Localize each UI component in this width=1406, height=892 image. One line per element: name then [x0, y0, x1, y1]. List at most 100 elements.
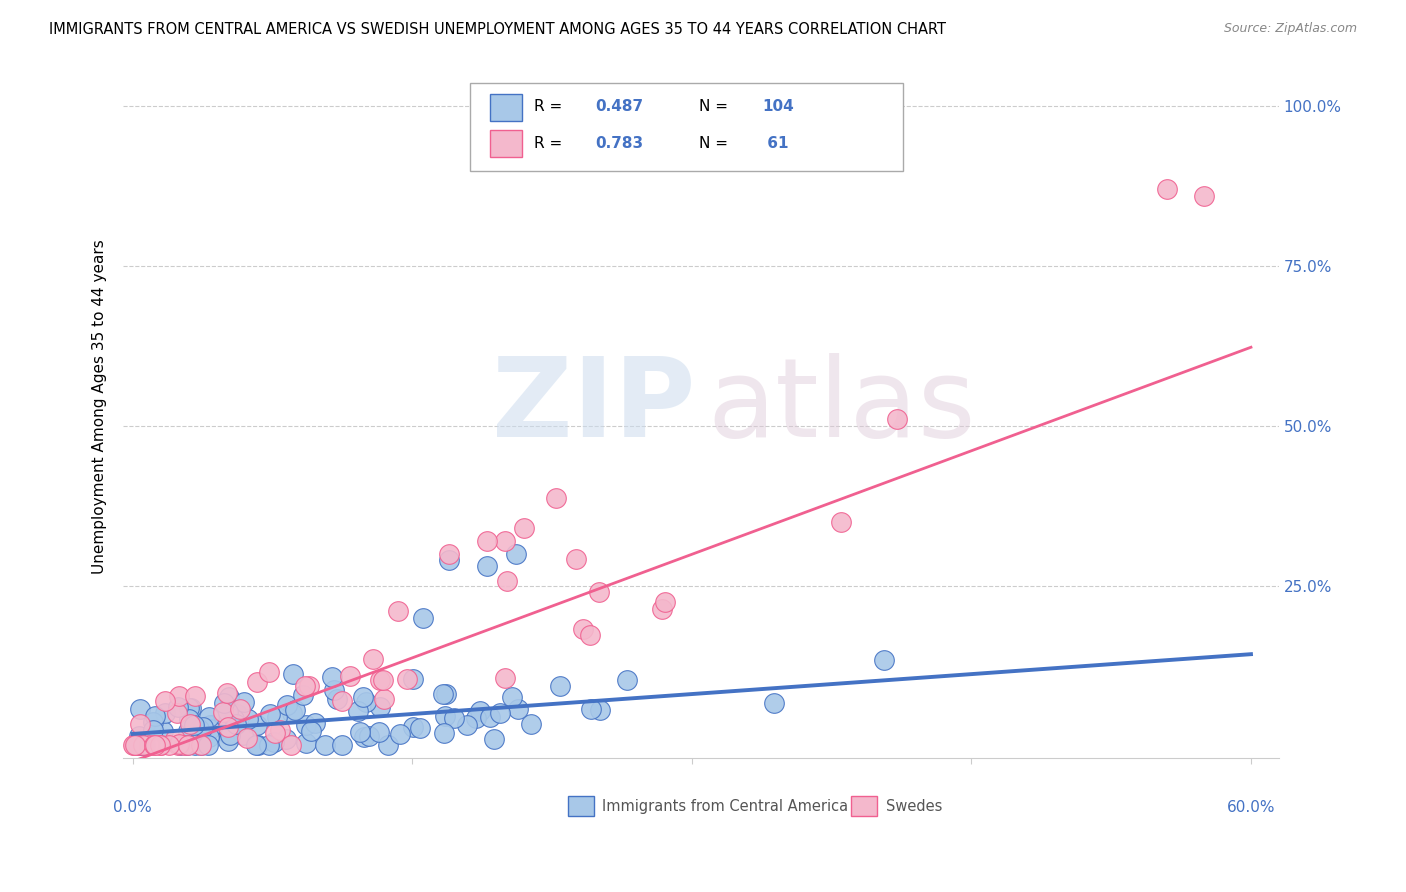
Point	[368, 700, 391, 714]
FancyBboxPatch shape	[852, 797, 877, 816]
Point	[246, 718, 269, 732]
Point	[564, 551, 586, 566]
Point	[142, 723, 165, 737]
Point	[142, 714, 165, 729]
Point	[352, 690, 374, 705]
Point	[1194, 188, 1216, 202]
Text: ZIP: ZIP	[492, 353, 696, 460]
Point	[167, 739, 190, 753]
Point	[128, 702, 150, 716]
Point	[494, 533, 516, 548]
Point	[434, 687, 457, 701]
Point	[131, 739, 153, 753]
Point	[212, 707, 235, 722]
Point	[456, 718, 478, 732]
Text: atlas: atlas	[707, 353, 976, 460]
Point	[217, 686, 239, 700]
Point	[180, 701, 202, 715]
Point	[371, 673, 394, 687]
Point	[124, 739, 146, 753]
Point	[218, 690, 240, 705]
Point	[150, 739, 173, 753]
Point	[616, 673, 638, 688]
Point	[339, 669, 361, 683]
Point	[179, 716, 201, 731]
Text: Source: ZipAtlas.com: Source: ZipAtlas.com	[1223, 22, 1357, 36]
Point	[128, 739, 150, 753]
Text: R =: R =	[533, 99, 567, 114]
Point	[236, 731, 259, 745]
Point	[886, 412, 908, 426]
Y-axis label: Unemployment Among Ages 35 to 44 years: Unemployment Among Ages 35 to 44 years	[93, 239, 107, 574]
Point	[484, 732, 506, 747]
Point	[579, 702, 602, 716]
Point	[121, 739, 143, 753]
Point	[330, 694, 353, 708]
Point	[215, 722, 238, 736]
Point	[232, 729, 254, 743]
Point	[370, 673, 392, 688]
Point	[153, 706, 176, 720]
Point	[443, 711, 465, 725]
Point	[266, 709, 288, 723]
Point	[1156, 182, 1178, 196]
Point	[134, 739, 156, 753]
Point	[190, 738, 212, 752]
Point	[217, 705, 239, 719]
Point	[437, 553, 460, 567]
Point	[190, 739, 212, 753]
Point	[166, 706, 188, 720]
Point	[284, 703, 307, 717]
Point	[184, 689, 207, 703]
Point	[247, 739, 270, 753]
Point	[873, 653, 896, 667]
Text: Immigrants from Central America: Immigrants from Central America	[602, 798, 848, 814]
Point	[157, 738, 180, 752]
Point	[349, 724, 371, 739]
Point	[197, 709, 219, 723]
Text: 104: 104	[762, 99, 794, 114]
Point	[212, 705, 235, 719]
Text: 60.0%: 60.0%	[1226, 800, 1275, 815]
Point	[257, 665, 280, 680]
Point	[280, 739, 302, 753]
Point	[245, 739, 267, 753]
Point	[513, 521, 536, 535]
Point	[167, 737, 190, 751]
Text: 0.783: 0.783	[595, 136, 643, 151]
Point	[588, 585, 610, 599]
Point	[505, 547, 527, 561]
Point	[651, 602, 673, 616]
Point	[143, 709, 166, 723]
Point	[177, 724, 200, 739]
Text: 61: 61	[762, 136, 789, 151]
Point	[354, 695, 377, 709]
Point	[388, 726, 411, 740]
Point	[330, 739, 353, 753]
Point	[179, 700, 201, 714]
Point	[259, 707, 281, 722]
Point	[475, 559, 498, 574]
Text: 0.487: 0.487	[595, 99, 643, 114]
Point	[176, 739, 198, 753]
Point	[200, 718, 222, 732]
Point	[402, 720, 425, 734]
Point	[589, 702, 612, 716]
Point	[346, 704, 368, 718]
Point	[304, 716, 326, 731]
Point	[294, 679, 316, 693]
Point	[138, 739, 160, 753]
Point	[408, 721, 430, 735]
Point	[124, 739, 146, 753]
Point	[217, 720, 239, 734]
Point	[152, 723, 174, 738]
Point	[412, 610, 434, 624]
Point	[202, 717, 225, 731]
Point	[281, 666, 304, 681]
Point	[433, 708, 456, 723]
Text: Swedes: Swedes	[886, 798, 942, 814]
Point	[322, 683, 344, 698]
Point	[433, 726, 456, 740]
Point	[294, 736, 316, 750]
Point	[478, 709, 501, 723]
